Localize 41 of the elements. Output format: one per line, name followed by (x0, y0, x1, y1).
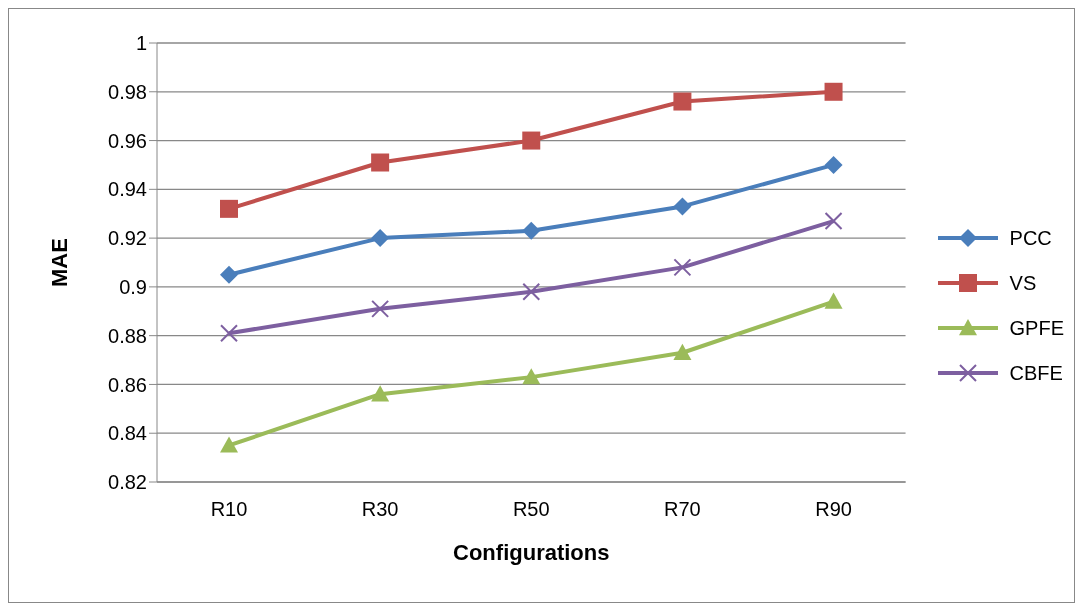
point (673, 343, 692, 360)
y-axis-title: MAE (46, 238, 72, 287)
x-tick-label: R50 (512, 498, 550, 521)
point (371, 229, 390, 248)
point (522, 368, 541, 385)
point (824, 82, 843, 101)
point (522, 282, 541, 301)
point (220, 199, 238, 218)
point (371, 385, 390, 402)
legend-label: CBFE (1009, 361, 1063, 385)
point (371, 299, 390, 318)
point (673, 197, 692, 216)
y-tick-label: 0.88 (108, 324, 147, 347)
point (673, 258, 692, 277)
point (371, 153, 390, 172)
point (220, 265, 238, 284)
x-tick-label: R90 (815, 498, 852, 521)
point (673, 92, 692, 111)
point (220, 436, 238, 453)
y-tick-label: 0.84 (108, 422, 147, 445)
y-tick-label: 1 (135, 32, 147, 55)
y-tick-label: 0.94 (108, 178, 147, 201)
x-tick-label: R70 (664, 498, 701, 521)
point (824, 292, 843, 309)
y-tick-label: 0.82 (108, 471, 147, 494)
x-tick-label: R30 (361, 498, 399, 521)
legend-label: GPFE (1009, 316, 1064, 340)
x-tick-label: R10 (210, 498, 248, 521)
point (220, 324, 238, 343)
point (522, 131, 541, 150)
legend-label: VS (1009, 271, 1037, 295)
y-tick-label: 0.86 (108, 373, 147, 396)
legend-label: PCC (1009, 226, 1052, 250)
y-tick-label: 0.98 (108, 80, 147, 103)
point (824, 155, 843, 174)
y-tick-label: 0.96 (108, 129, 147, 152)
y-tick-label: 0.9 (119, 275, 147, 298)
point (522, 221, 541, 240)
x-axis-title: Configurations (453, 540, 610, 565)
y-tick-label: 0.92 (108, 227, 147, 250)
point (824, 212, 843, 231)
